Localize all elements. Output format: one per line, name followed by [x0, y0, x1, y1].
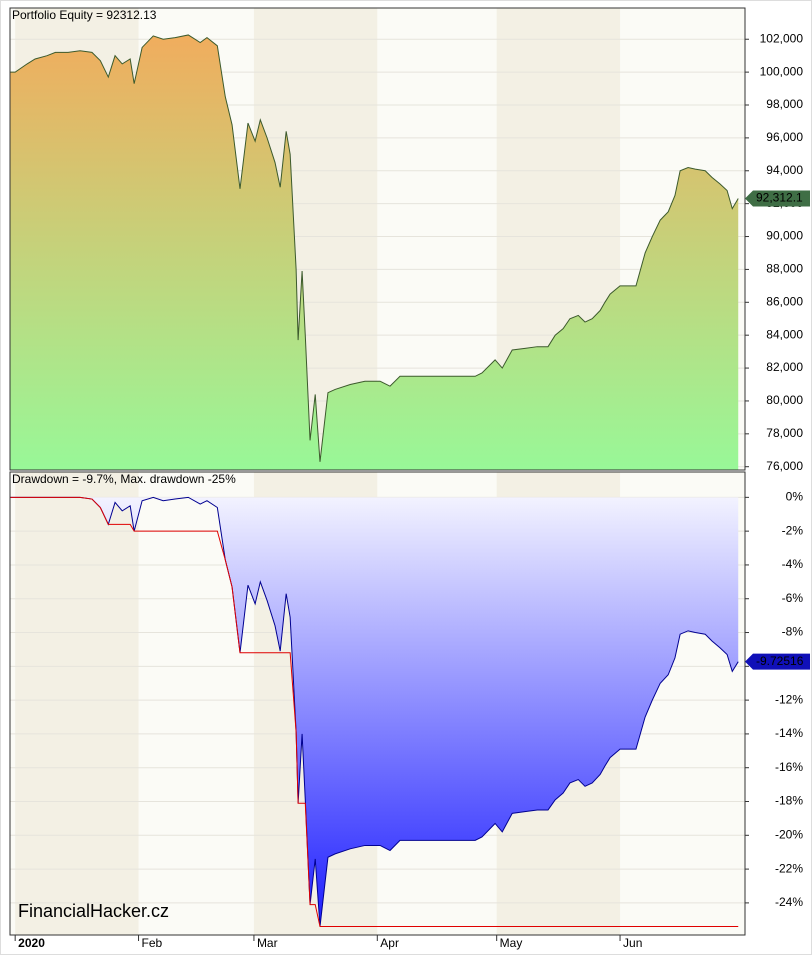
y-tick-label: 76,000: [766, 459, 803, 473]
month-band: [15, 472, 139, 935]
y-tick-label: -4%: [782, 557, 804, 571]
series-line: [10, 34, 739, 462]
y-tick-label: -18%: [775, 794, 803, 808]
panel-title: Portfolio Equity = 92312.13: [12, 8, 157, 22]
y-tick-label: 96,000: [766, 130, 803, 144]
plot-frame: [9, 7, 746, 471]
y-tick-label: 82,000: [766, 360, 803, 374]
panel-title: Drawdown = -9.7%, Max. drawdown -25%: [12, 472, 236, 486]
x-tick-label: Apr: [380, 936, 399, 950]
y-tick-label: 84,000: [766, 327, 803, 341]
x-tick-label: May: [500, 936, 523, 950]
y-tick-label: -24%: [775, 895, 803, 909]
x-tick-label: Feb: [142, 936, 163, 950]
end-tag: [745, 653, 810, 670]
y-tick-label: 0%: [786, 490, 804, 504]
watermark: FinancialHacker.cz: [18, 901, 169, 921]
x-tick-label: 2020: [18, 936, 45, 950]
area-fill: [10, 34, 739, 471]
y-tick-label: -6%: [782, 591, 804, 605]
series-line: [10, 496, 739, 927]
x-tick-label: Mar: [257, 936, 278, 950]
y-tick-label: 80,000: [766, 393, 803, 407]
end-tag: [745, 190, 810, 207]
y-tick-label: -12%: [775, 692, 803, 706]
series-line: [10, 496, 739, 928]
y-tick-label: -20%: [775, 827, 803, 841]
x-tick-label: Jun: [623, 936, 642, 950]
y-tick-label: 102,000: [760, 31, 804, 45]
y-tick-label: -2%: [782, 523, 804, 537]
y-tick-label: 86,000: [766, 294, 803, 308]
y-tick-label: 78,000: [766, 426, 803, 440]
y-tick-label: -16%: [775, 760, 803, 774]
end-tag-label: -9.72516: [756, 654, 804, 668]
y-tick-label: 98,000: [766, 97, 803, 111]
y-tick-label: -8%: [782, 625, 804, 639]
y-tick-label: 88,000: [766, 262, 803, 276]
y-tick-label: 90,000: [766, 229, 803, 243]
y-tick-label: -14%: [775, 726, 803, 740]
y-tick-label: 94,000: [766, 163, 803, 177]
y-tick-label: 100,000: [760, 64, 804, 78]
y-tick-label: -22%: [775, 861, 803, 875]
end-tag-label: 92,312.1: [756, 191, 803, 205]
area-fill: [10, 497, 739, 927]
